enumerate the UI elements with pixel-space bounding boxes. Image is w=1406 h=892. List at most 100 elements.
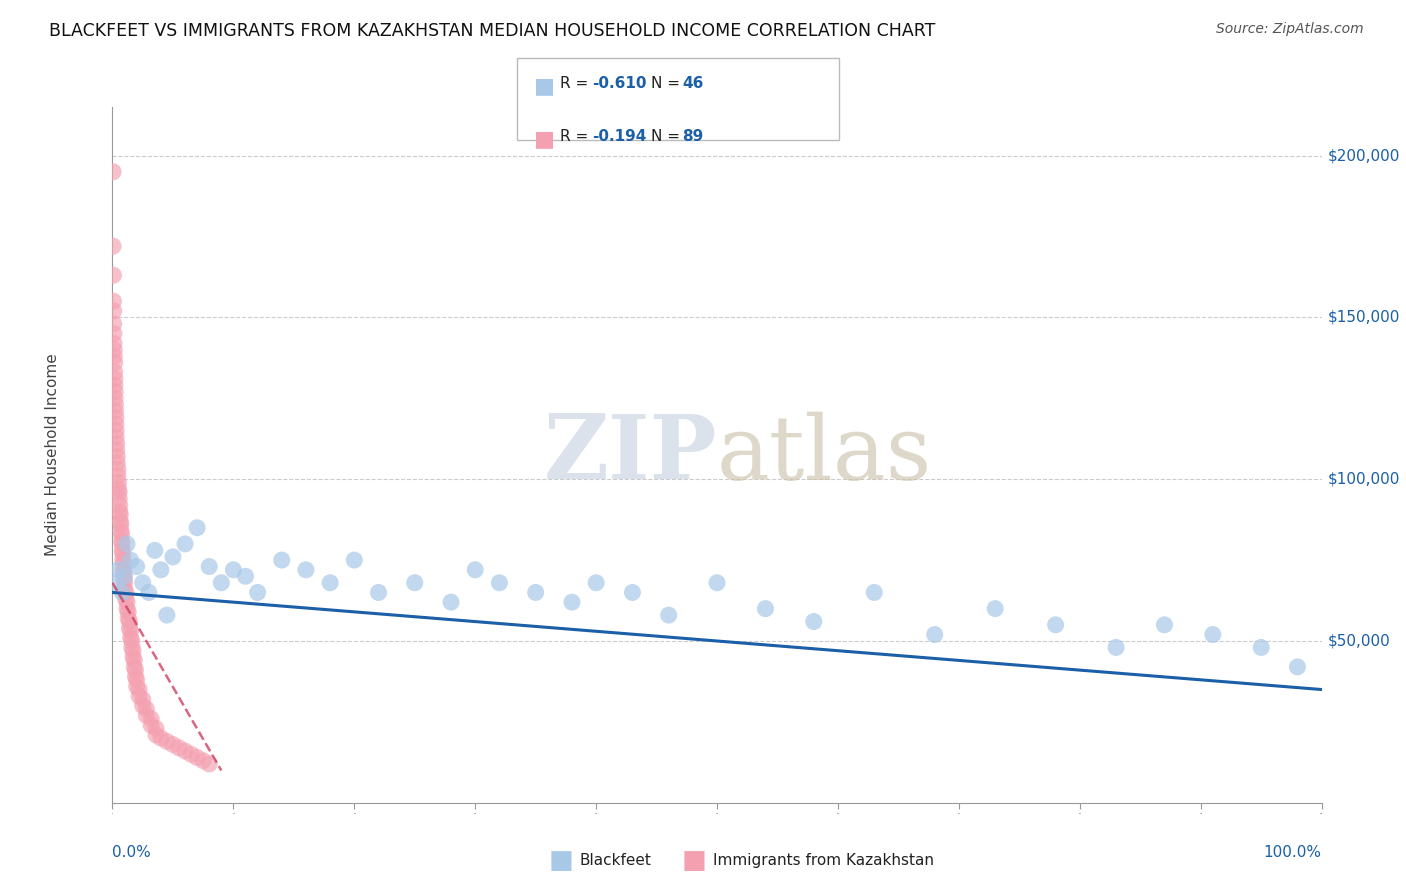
Point (128, 682, 150, 697)
Point (118, 615, 141, 629)
Point (149, 563, 172, 577)
Point (524, 585, 547, 599)
Point (149, 731, 172, 745)
Point (104, 398, 127, 412)
Text: -0.610: -0.610 (592, 76, 647, 91)
Point (440, 595, 463, 609)
Point (104, 378, 127, 392)
Point (110, 524, 132, 538)
Text: $100,000: $100,000 (1327, 472, 1400, 487)
Point (120, 553, 142, 567)
Point (104, 384, 127, 399)
Point (125, 559, 148, 574)
Point (107, 482, 129, 496)
Point (112, 566, 135, 580)
Point (117, 605, 139, 619)
Point (103, 294, 125, 309)
Point (246, 585, 269, 599)
Point (110, 517, 132, 532)
Point (222, 563, 245, 577)
Point (156, 734, 179, 748)
Point (108, 498, 131, 512)
Text: R =: R = (560, 76, 593, 91)
Point (122, 643, 145, 657)
Text: ■: ■ (534, 76, 555, 95)
Point (110, 527, 132, 541)
Point (105, 575, 128, 590)
Text: Source: ZipAtlas.com: Source: ZipAtlas.com (1216, 22, 1364, 37)
Point (107, 563, 129, 577)
Point (103, 336, 125, 351)
Point (105, 450, 128, 464)
Point (209, 575, 232, 590)
Text: 46: 46 (682, 76, 703, 91)
Point (105, 424, 128, 438)
Point (143, 543, 166, 558)
Point (174, 744, 197, 758)
Point (105, 443, 128, 458)
Point (343, 553, 366, 567)
Point (367, 585, 389, 599)
Point (104, 392, 127, 406)
Text: R =: R = (560, 129, 593, 145)
Point (1045, 617, 1067, 632)
Point (924, 627, 946, 641)
Text: $200,000: $200,000 (1327, 148, 1400, 163)
Point (112, 573, 135, 587)
Point (561, 595, 583, 609)
Point (117, 611, 139, 625)
Point (1153, 617, 1175, 632)
Point (108, 485, 131, 500)
Point (319, 575, 342, 590)
Point (115, 537, 138, 551)
Point (186, 521, 208, 535)
Point (658, 608, 681, 623)
Point (803, 615, 825, 629)
Point (488, 575, 510, 590)
Point (101, 239, 124, 253)
Point (104, 365, 127, 379)
Point (1105, 640, 1128, 655)
Point (754, 601, 776, 615)
Text: $50,000: $50,000 (1327, 633, 1391, 648)
Point (115, 601, 138, 615)
Point (105, 436, 128, 450)
Point (111, 537, 134, 551)
Point (404, 575, 426, 590)
Point (235, 569, 257, 583)
Point (110, 514, 132, 528)
Point (138, 585, 160, 599)
Point (141, 712, 163, 726)
Point (174, 537, 197, 551)
Point (464, 563, 486, 577)
Point (270, 553, 292, 567)
Point (135, 708, 157, 723)
Text: Blackfeet: Blackfeet (579, 854, 651, 868)
Point (104, 372, 127, 386)
Point (984, 601, 1007, 615)
Point (621, 585, 644, 599)
Text: atlas: atlas (717, 411, 932, 499)
Point (104, 404, 127, 418)
Point (121, 640, 143, 655)
Point (132, 692, 155, 706)
Point (132, 575, 155, 590)
Text: -0.194: -0.194 (592, 129, 647, 145)
Text: Immigrants from Kazakhstan: Immigrants from Kazakhstan (713, 854, 934, 868)
Point (112, 563, 135, 577)
Point (111, 543, 134, 558)
Point (125, 673, 148, 687)
Point (108, 491, 131, 506)
Text: N =: N = (651, 129, 685, 145)
Text: ■: ■ (548, 847, 574, 874)
Text: 100.0%: 100.0% (1264, 845, 1322, 860)
Point (124, 670, 146, 684)
Point (198, 559, 221, 574)
Point (101, 165, 124, 179)
Point (132, 698, 155, 713)
Point (114, 575, 136, 590)
Point (198, 756, 221, 771)
Point (124, 663, 146, 677)
Point (103, 317, 125, 331)
Point (863, 585, 886, 599)
